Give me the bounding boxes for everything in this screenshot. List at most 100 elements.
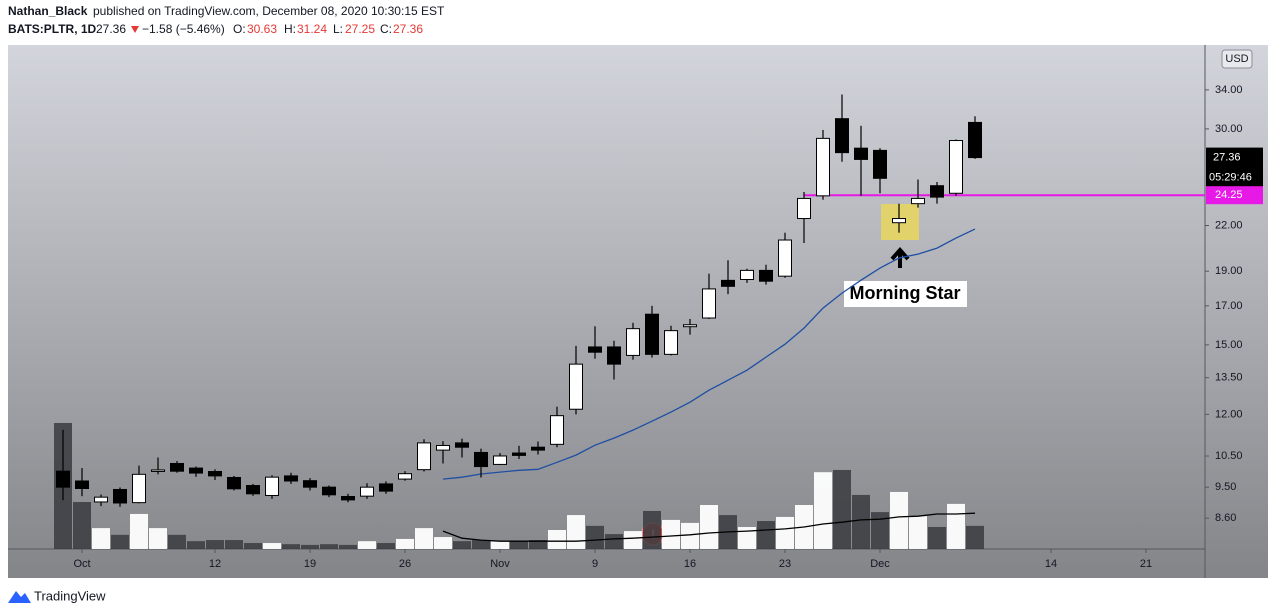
volume-bar	[282, 544, 300, 549]
volume-bar	[358, 541, 376, 549]
candle-body	[75, 480, 89, 489]
annotation: Morning Star	[850, 283, 961, 303]
y-tick-label: 15.00	[1215, 339, 1243, 351]
volume-bar	[339, 544, 357, 549]
candle-body	[664, 330, 678, 355]
volume-ma-line	[442, 512, 976, 542]
ma-line	[442, 228, 976, 480]
candle-body	[930, 185, 944, 198]
volume-bar	[453, 541, 471, 549]
candle-body	[170, 462, 184, 472]
plot-background	[8, 45, 1268, 578]
volume-bar	[263, 543, 281, 549]
x-tick-label: 14	[1045, 558, 1057, 570]
y-tick-label: 13.50	[1215, 372, 1243, 384]
candle-body	[303, 480, 317, 488]
y-tick-label: 12.00	[1215, 408, 1243, 420]
volume-bar	[187, 541, 205, 549]
volume-bar	[111, 534, 129, 549]
currency-badge	[1221, 49, 1253, 69]
volume-bar	[529, 540, 547, 549]
volume-bar	[510, 541, 528, 549]
volume-bar	[567, 515, 585, 549]
volume-bar	[548, 529, 566, 549]
candle-body	[531, 446, 545, 451]
candle-body	[683, 324, 697, 328]
candle-body	[607, 346, 621, 365]
volume-bar	[586, 525, 604, 549]
y-tick-label: 8.60	[1215, 512, 1236, 524]
candle-body	[265, 476, 279, 496]
x-tick-label: 16	[684, 558, 696, 570]
candle-body	[854, 147, 868, 160]
x-tick-label: 23	[779, 558, 791, 570]
ohlc-value: 30.63	[247, 22, 277, 36]
volume-bar	[225, 540, 243, 549]
volume-bar	[491, 541, 509, 549]
candle-body	[949, 140, 963, 194]
volume-bar	[681, 522, 699, 549]
candle-body	[436, 444, 450, 451]
ohlc-value: 27.25	[345, 22, 375, 36]
volume-bars	[54, 423, 984, 549]
volume-bar	[415, 528, 433, 549]
candle-body	[873, 149, 887, 179]
ohlc-label: C:	[380, 22, 392, 36]
footer: TradingView	[34, 588, 106, 603]
volume-bar	[624, 531, 642, 549]
candle-body	[493, 455, 507, 465]
candle-body	[208, 470, 222, 477]
volume-bar	[130, 513, 148, 549]
candle-body	[341, 495, 355, 501]
volume-bar	[320, 544, 338, 549]
candle-body	[968, 121, 982, 159]
annotation-box	[844, 281, 967, 307]
volume-bar	[244, 543, 262, 549]
volume-bar	[168, 534, 186, 549]
candle-body	[835, 118, 849, 154]
volume-bar	[92, 528, 110, 549]
x-tick-label: 19	[304, 558, 316, 570]
footer-logo	[8, 591, 31, 603]
volume-bar	[73, 502, 91, 549]
ohlc-label: O:	[233, 22, 246, 36]
candle-body	[56, 470, 70, 488]
volume-bar	[890, 491, 908, 549]
symbol: BATS:PLTR, 1D	[8, 22, 97, 36]
pointer-arrow	[890, 246, 910, 268]
ohlc-value: 27.36	[393, 22, 423, 36]
volume-bar	[738, 527, 756, 549]
author: Nathan_Black	[8, 4, 88, 18]
candle-body	[892, 218, 906, 224]
y-tick-label: 34.00	[1215, 84, 1243, 96]
y-tick-label: 9.50	[1215, 481, 1236, 493]
x-tick-label: 21	[1140, 558, 1152, 570]
volume-bar	[434, 537, 452, 549]
candle-body	[455, 442, 469, 448]
volume-bar	[396, 538, 414, 549]
candle-body	[626, 328, 640, 356]
x-tick-label: 26	[399, 558, 411, 570]
candle-body	[322, 486, 336, 496]
volume-bar	[301, 544, 319, 549]
candle-body	[550, 415, 564, 445]
published: published on TradingView.com, December 0…	[93, 4, 445, 18]
volume-bar	[643, 510, 661, 549]
candle-body	[398, 473, 412, 480]
change: −1.58 (−5.46%)	[142, 22, 225, 36]
volume-bar	[928, 527, 946, 549]
volume-bar	[776, 516, 794, 549]
volume-bar	[947, 503, 965, 549]
candle-body	[816, 137, 830, 197]
candle-body	[569, 363, 583, 410]
volume-bar	[909, 516, 927, 549]
y-tick-label: 17.00	[1215, 300, 1243, 312]
candle-body	[132, 473, 146, 504]
volume-bar	[662, 519, 680, 549]
x-tick-label: Nov	[490, 558, 510, 570]
x-tick-label: 9	[592, 558, 598, 570]
volume-bar	[814, 472, 832, 549]
level-box	[1206, 186, 1263, 205]
volume-bar	[206, 540, 224, 549]
